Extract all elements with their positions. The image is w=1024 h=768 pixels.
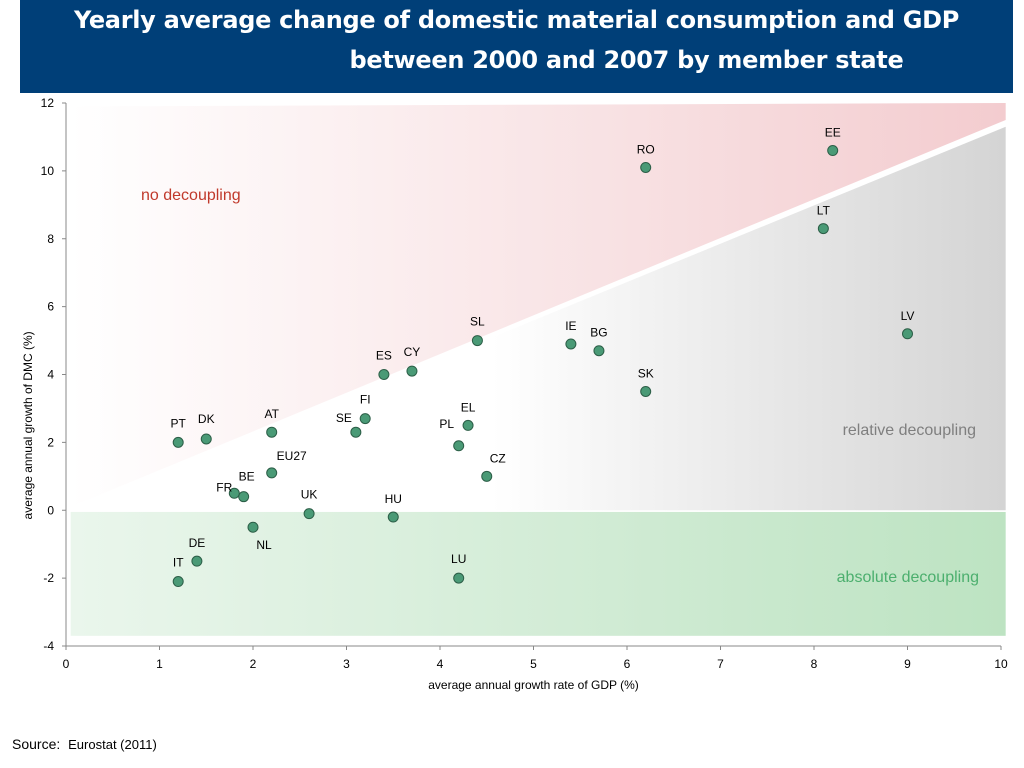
data-point-cz [481,470,493,482]
y-tick-label: 6 [47,300,54,314]
data-point-hu [387,511,399,523]
y-tick-label: -2 [43,571,54,585]
point-label-sl: SL [470,315,485,329]
y-tick-label: 10 [41,164,55,178]
point-label-uk: UK [301,488,318,502]
point-label-fr: FR [216,480,232,494]
data-point-el [462,419,474,431]
point-label-es: ES [376,349,392,363]
data-point-es [378,369,390,380]
y-tick-label: 8 [47,232,54,246]
data-point-lt [817,223,829,235]
data-point-de [191,555,203,567]
point-label-se: SE [336,411,352,425]
point-label-eu27: EU27 [277,449,307,463]
data-point-nl [247,521,259,533]
x-tick-label: 1 [156,657,163,671]
data-point-lu [453,572,465,584]
point-label-be: BE [239,470,255,484]
point-label-pl: PL [439,417,454,431]
data-point-uk [303,508,315,520]
absolute-decoupling-region [70,511,1006,636]
point-label-lv: LV [901,309,915,323]
point-label-at: AT [264,407,279,421]
y-tick-label: 4 [47,368,54,382]
point-label-de: DE [189,536,206,550]
point-label-lt: LT [817,204,831,218]
point-label-it: IT [173,556,184,570]
x-tick-label: 0 [63,657,70,671]
point-label-pt: PT [171,416,187,430]
point-label-el: EL [461,400,476,414]
point-label-ro: RO [637,142,655,156]
point-label-ee: EE [825,126,841,140]
x-tick-label: 9 [904,657,911,671]
x-axis-label: average annual growth rate of GDP (%) [428,678,639,692]
data-point-ro [640,161,652,173]
point-label-bg: BG [590,326,607,340]
data-point-at [266,426,278,438]
source-note: Source: Eurostat (2011) [12,736,157,752]
title-line-1: Yearly average change of domestic materi… [73,6,960,34]
y-tick-label: 2 [47,435,54,449]
data-point-pt [172,436,184,448]
data-point-pl [453,440,465,452]
data-point-be [238,491,250,503]
x-tick-label: 2 [250,657,257,671]
data-point-lv [902,328,913,340]
point-label-cy: CY [404,345,421,359]
point-label-hu: HU [385,492,402,506]
data-point-ie [565,338,577,350]
region-label-absolute-decoupling: absolute decoupling [837,569,979,586]
y-tick-label: 0 [47,503,54,517]
title-line-2: between 2000 and 2007 by member state [349,46,904,74]
data-point-ee [827,145,839,157]
point-label-cz: CZ [490,451,506,465]
data-point-cy [406,365,418,377]
data-point-sl [471,335,483,347]
data-point-fi [359,413,371,425]
data-point-se [350,426,362,438]
x-tick-label: 5 [530,657,537,671]
title-bar: Yearly average change of domestic materi… [20,0,1013,93]
data-point-fr [228,487,240,499]
x-tick-label: 7 [717,657,724,671]
x-tick-label: 3 [343,657,350,671]
point-label-lu: LU [451,552,466,566]
x-tick-label: 6 [624,657,631,671]
region-label-no-decoupling: no decoupling [141,187,241,204]
x-tick-label: 4 [437,657,444,671]
source-label: Source: [12,736,61,752]
no-decoupling-region [70,103,1006,507]
y-tick-label: -4 [43,639,54,653]
x-tick-label: 8 [811,657,818,671]
y-tick-label: 12 [41,96,55,110]
region-label-relative-decoupling: relative decoupling [843,422,976,439]
point-label-nl: NL [256,538,272,552]
data-point-sk [640,385,652,397]
point-label-fi: FI [360,393,371,407]
data-point-dk [200,433,212,445]
source-value: Eurostat (2011) [68,737,157,752]
point-label-dk: DK [198,412,215,426]
relative-decoupling-region [70,126,1006,511]
point-label-sk: SK [638,366,654,380]
data-point-it [172,576,184,588]
x-tick-label: 10 [994,657,1008,671]
point-label-ie: IE [565,319,576,333]
data-point-bg [593,345,605,357]
data-point-eu27 [266,467,278,479]
y-axis-label: average annual growth of DMC (%) [21,331,35,519]
